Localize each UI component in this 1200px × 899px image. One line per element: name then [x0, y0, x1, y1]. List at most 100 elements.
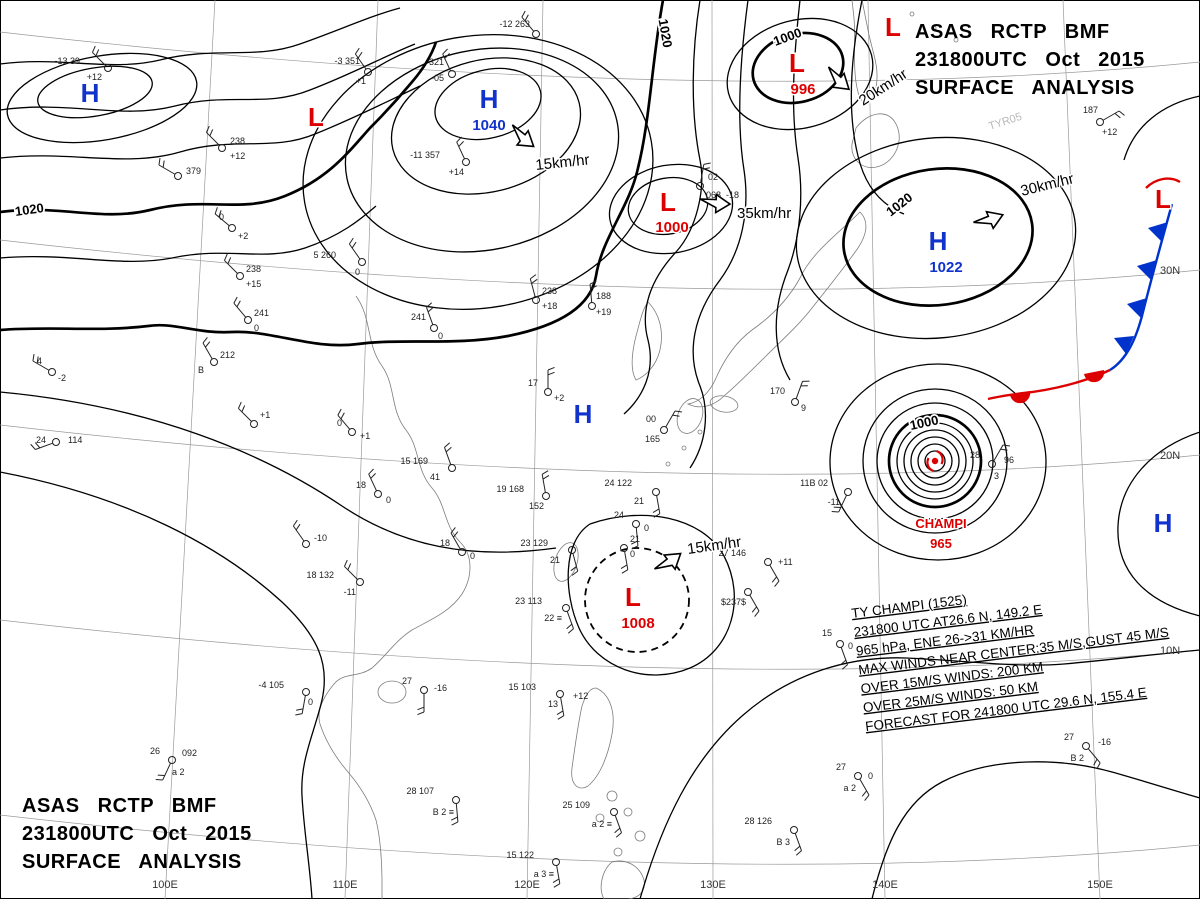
station-value: 3: [994, 471, 999, 481]
station-plot: 17 +2: [528, 366, 564, 403]
station-value: 238: [542, 286, 557, 296]
station-value: 0: [630, 549, 635, 559]
wind-barb-icon: [560, 697, 565, 716]
station-plot: -11 357 +14: [410, 136, 470, 177]
pressure-center-h: H: [572, 398, 594, 431]
pressure-center-letter: L: [1155, 184, 1171, 214]
station-value: 165: [645, 434, 660, 444]
station-value: 15: [822, 628, 832, 638]
station-plot: 27 0 a 2: [836, 762, 873, 801]
wind-barb-icon: [700, 164, 705, 183]
station-value: +14: [449, 167, 464, 177]
wind-barb-icon: [238, 408, 252, 422]
pressure-center-l: L 996: [788, 47, 817, 100]
station-plot: 212 B: [198, 337, 235, 375]
chart-title-line3: SURFACE ANALYSIS: [22, 851, 242, 873]
wind-barb-icon: [368, 473, 377, 492]
station-value: +18: [542, 301, 557, 311]
movement-arrow-icon: [827, 66, 851, 91]
pressure-center-h: H: [1152, 507, 1174, 540]
wind-barb-icon: [840, 647, 848, 665]
pressure-center-letter: L: [625, 582, 641, 612]
wind-barb-icon: [624, 551, 629, 570]
isobar-value-label: 1020: [14, 200, 45, 219]
longitude-label: 120E: [514, 879, 540, 891]
station-plot: 241 0: [233, 296, 269, 333]
station-plot: 379: [158, 158, 201, 180]
station-value: 23 129: [520, 538, 548, 548]
station-value: 21: [550, 555, 560, 565]
station-value: +1: [360, 431, 370, 441]
wind-barb-icon: [838, 494, 847, 513]
station-plot: 28 107 B 2 ≡: [406, 786, 460, 826]
wind-barb-icon: [635, 527, 639, 546]
station-value: +2: [554, 393, 564, 403]
pressure-center-value: 1022: [929, 259, 962, 276]
station-value: 27: [402, 676, 412, 686]
station-value: 02: [708, 172, 718, 182]
title-block-top-right: ASAS RCTP BMF 231800UTC Oct 2015 SURFACE…: [915, 21, 1144, 99]
station-value: 0: [308, 697, 313, 707]
pressure-center-letter: L: [885, 12, 901, 42]
chart-title-line1: ASAS RCTP BMF: [22, 795, 217, 817]
station-value: 188: [596, 291, 611, 301]
station-value: 0: [644, 523, 649, 533]
station-value: +12: [573, 691, 588, 701]
station-value: -2: [58, 373, 66, 383]
station-value: 24: [36, 435, 46, 445]
station-value: 18 132: [306, 570, 334, 580]
station-value: a 2: [172, 767, 185, 777]
latitude-label: 20N: [1160, 450, 1180, 462]
pressure-center-h: H 1022: [927, 225, 964, 278]
movement-arrow-icon: [699, 193, 732, 214]
wind-barb-icon: [589, 284, 593, 303]
station-value: 21: [630, 534, 640, 544]
station-value: 379: [186, 166, 201, 176]
station-value: 41: [430, 472, 440, 482]
station-value: -3 351: [334, 56, 360, 66]
station-value: +19: [596, 307, 611, 317]
longitude-label: 150E: [1087, 879, 1113, 891]
station-value: B: [198, 365, 204, 375]
station-value: +12: [230, 151, 245, 161]
station-plot: 4 -2: [32, 354, 66, 383]
movement-arrow-icon: [654, 552, 682, 571]
movement-arrow-icon: [511, 124, 535, 148]
wind-barb-icon: [442, 53, 451, 72]
station-plot: 0 +2: [214, 207, 248, 241]
wind-barb-icon: [344, 566, 358, 580]
station-plot: 15 0: [822, 628, 853, 670]
pressure-center-value: 1000: [655, 219, 688, 236]
station-value: +12: [1102, 127, 1117, 137]
station-value: B 3: [776, 837, 790, 847]
station-value: -11: [344, 587, 356, 597]
wind-barb-icon: [456, 141, 465, 160]
station-value: 19 168: [496, 484, 524, 494]
wind-barb-icon: [521, 16, 535, 32]
station-plot: 187 +12: [1083, 105, 1125, 137]
station-plot: -3 351 +1: [334, 47, 372, 86]
pressure-center-letter: H: [480, 84, 499, 114]
station-plot: 321 -05: [429, 48, 456, 83]
pressure-center-letter: H: [574, 399, 593, 429]
pressure-center-letter: L: [789, 48, 805, 78]
pressure-center-h: H 1040: [471, 83, 507, 136]
station-value: $237$: [721, 597, 746, 607]
pressure-center-value: 1008: [621, 615, 654, 632]
station-plot: 28 126 B 3: [744, 816, 802, 856]
wind-barb-icon: [529, 278, 536, 297]
pressure-center-letter: H: [1154, 508, 1173, 538]
station-value: 15 169: [400, 456, 428, 466]
station-value: 17: [528, 378, 538, 388]
station-value: 96: [1004, 455, 1014, 465]
wind-barb-icon: [769, 564, 780, 582]
wind-barb-icon: [32, 360, 50, 371]
station-value: 238: [230, 136, 245, 146]
wind-barb-icon: [795, 381, 803, 399]
